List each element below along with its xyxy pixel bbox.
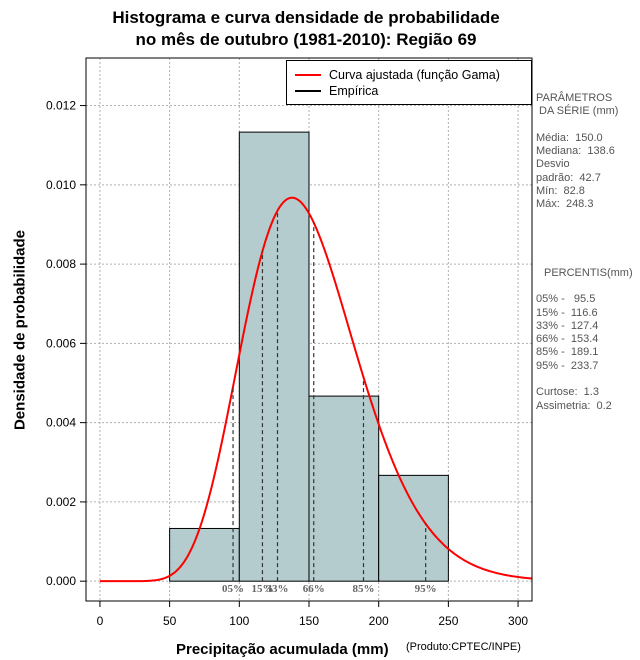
percentile-row: 33% - 127.4 bbox=[536, 319, 599, 332]
x-tick-label: 0 bbox=[97, 614, 104, 628]
product-credit: (Produto:CPTEC/INPE) bbox=[406, 641, 521, 653]
stats-heading-2: DA SÉRIE (mm) bbox=[539, 105, 619, 118]
percentile-label: 85% bbox=[352, 583, 374, 595]
gamma-density-curve bbox=[99, 196, 533, 583]
density-curve-layer bbox=[99, 196, 533, 583]
x-tick-label: 150 bbox=[299, 614, 319, 628]
y-tick-label: 0.008 bbox=[46, 257, 76, 271]
stat-sd-label: Desvio bbox=[536, 158, 570, 171]
percentile-label: 95% bbox=[415, 583, 437, 595]
percentile-row: 15% - 116.6 bbox=[536, 306, 598, 319]
x-tick-label: 100 bbox=[229, 614, 249, 628]
histogram-bar bbox=[378, 474, 449, 582]
percentile-row: 85% - 189.1 bbox=[536, 346, 599, 359]
percentile-label: 15% bbox=[251, 583, 273, 595]
histogram-bar bbox=[308, 395, 380, 582]
stat-max: Máx: 248.3 bbox=[536, 198, 594, 211]
percentiles-heading: PERCENTIS(mm) bbox=[544, 266, 633, 279]
stat-mean: Média: 150.0 bbox=[536, 131, 603, 144]
legend-item-gamma: Curva ajustada (função Gama) bbox=[295, 67, 500, 83]
y-tick-label: 0.000 bbox=[46, 574, 76, 588]
stat-skewness: Assimetria: 0.2 bbox=[536, 399, 612, 412]
histogram-bar bbox=[238, 131, 310, 582]
y-tick-label: 0.004 bbox=[46, 416, 76, 430]
stat-sd: padrão: 42.7 bbox=[536, 171, 601, 184]
stat-min: Mín: 82.8 bbox=[536, 185, 585, 198]
percentile-markers: 05% 15%33% 66% 85% 95% bbox=[222, 210, 437, 595]
percentile-label: 66% bbox=[303, 583, 325, 595]
y-axis-label: Densidade de probabilidade bbox=[11, 229, 29, 431]
histogram-bars bbox=[169, 131, 449, 582]
legend-item-empirical: Empírica bbox=[295, 83, 378, 99]
percentile-row: 05% - 95.5 bbox=[536, 293, 596, 306]
percentile-row: 95% - 233.7 bbox=[536, 359, 599, 372]
x-tick-label: 50 bbox=[163, 614, 177, 628]
legend: Curva ajustada (função Gama) Empírica bbox=[286, 60, 532, 105]
percentile-label: 05% bbox=[222, 583, 244, 595]
percentile-label: 33% bbox=[267, 583, 289, 595]
legend-swatch-gamma bbox=[295, 74, 321, 76]
statistics-panel: PARÂMETROS DA SÉRIE (mm) Média: 150.0 Me… bbox=[536, 92, 633, 413]
histogram-bar bbox=[169, 527, 240, 582]
percentile-row: 66% - 153.4 bbox=[536, 333, 599, 346]
y-tick-label: 0.006 bbox=[46, 336, 76, 350]
chart-title-line-1: Histograma e curva densidade de probabil… bbox=[112, 8, 500, 27]
y-tick-label: 0.002 bbox=[46, 495, 76, 509]
axes: 0 50 100 150 200 250 300 0.000 0.002 0.004 0.006 0.… bbox=[46, 99, 528, 628]
stat-kurtosis: Curtose: 1.3 bbox=[536, 386, 599, 399]
x-tick-label: 250 bbox=[438, 614, 458, 628]
y-tick-label: 0.012 bbox=[46, 99, 76, 113]
stat-median: Mediana: 138.6 bbox=[536, 145, 615, 158]
stats-heading-1: PARÂMETROS bbox=[536, 92, 613, 104]
x-tick-label: 200 bbox=[369, 614, 389, 628]
legend-label-gamma: Curva ajustada (função Gama) bbox=[329, 68, 500, 82]
chart-title-line-2: no mês de outubro (1981-2010): Região 69 bbox=[135, 30, 477, 49]
x-tick-label: 300 bbox=[508, 614, 528, 628]
legend-swatch-empirical bbox=[295, 90, 321, 92]
legend-label-empirical: Empírica bbox=[329, 84, 379, 98]
x-axis-label: Precipitação acumulada (mm) bbox=[176, 641, 389, 658]
y-tick-label: 0.010 bbox=[46, 178, 76, 192]
